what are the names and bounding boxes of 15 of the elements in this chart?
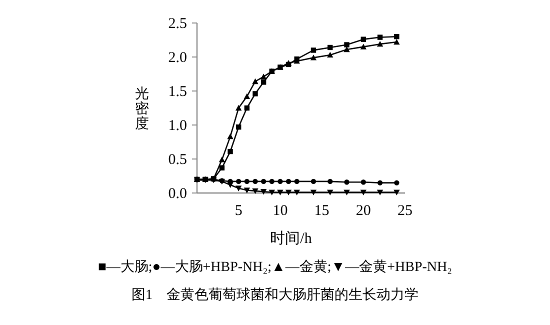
x-tick-label: 10 <box>272 203 288 219</box>
y-tick-label: 0.0 <box>168 186 187 202</box>
y-tick-label: 2.5 <box>168 16 187 32</box>
y-tick-label: 2.0 <box>168 50 187 66</box>
y-tick-label: 0.5 <box>168 152 187 168</box>
x-tick-label: 5 <box>234 203 242 219</box>
y-axis-title: 光密度 <box>135 86 149 132</box>
x-tick-label: 25 <box>398 203 412 219</box>
y-tick-label: 1.0 <box>168 118 187 134</box>
x-axis-title: 时间/h <box>270 230 312 247</box>
text: ■—大肠;●—大肠+HBP-NH₂;▲—金黄;▼—金黄+HBP-NH₂ <box>98 259 452 275</box>
x-tick-label: 15 <box>314 203 330 219</box>
text: 图1 金黄色葡萄球菌和大肠肝菌的生长动力学 <box>132 287 418 303</box>
y-tick-label: 1.5 <box>168 84 187 100</box>
x-tick-label: 20 <box>356 203 371 219</box>
